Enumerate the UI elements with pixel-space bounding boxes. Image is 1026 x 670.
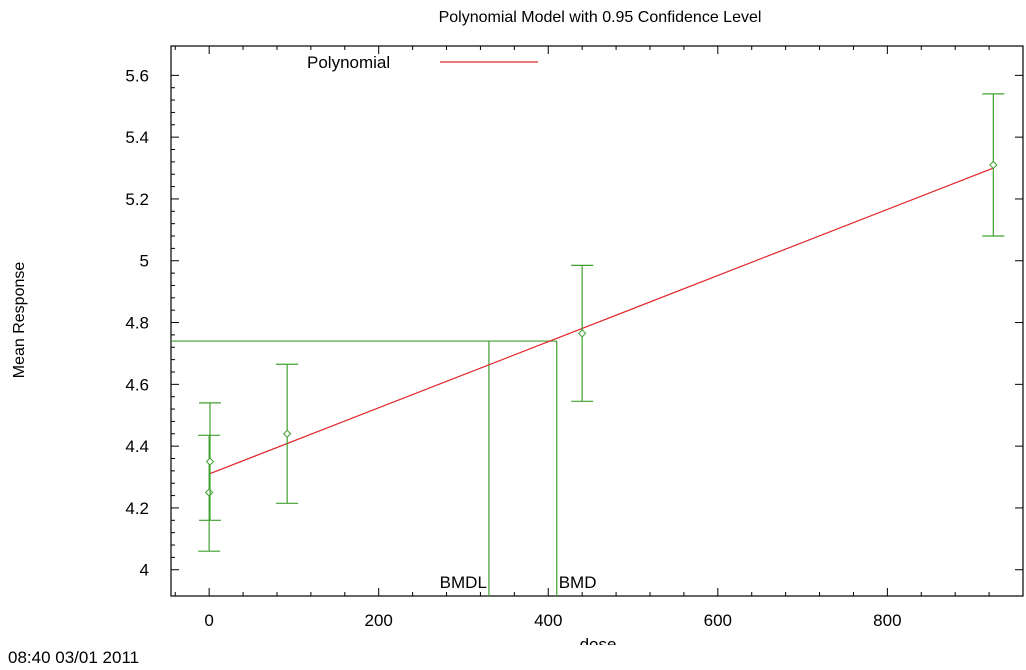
legend-label-polynomial: Polynomial	[307, 53, 390, 72]
x-tick-label: 400	[534, 611, 562, 630]
bmd-label: BMD	[559, 573, 597, 592]
plot-frame	[170, 45, 1024, 597]
x-tick-label: 800	[873, 611, 901, 630]
model-line	[208, 167, 994, 475]
y-tick-label: 5	[140, 252, 149, 271]
x-tick-label: 200	[365, 611, 393, 630]
y-axis-label: Mean Response	[11, 262, 28, 379]
x-tick-label: 600	[704, 611, 732, 630]
data-point	[989, 160, 998, 170]
y-tick-label: 4.2	[125, 499, 149, 518]
data-point	[282, 429, 292, 438]
y-tick-label: 4.4	[125, 437, 149, 456]
x-axis-label: dose	[580, 635, 617, 645]
y-tick-label: 4	[140, 561, 149, 580]
bmdl-label: BMDL	[440, 573, 487, 592]
data-point	[577, 329, 587, 338]
y-tick-label: 5.2	[125, 190, 149, 209]
chart: Polynomial Model with 0.95 Confidence Le…	[11, 9, 1024, 645]
data-point	[204, 488, 214, 497]
y-tick-label: 4.6	[125, 375, 149, 394]
x-tick-label: 0	[204, 611, 213, 630]
y-tick-label: 4.8	[125, 314, 149, 333]
chart-title: Polynomial Model with 0.95 Confidence Le…	[439, 9, 762, 26]
y-tick-label: 5.6	[125, 66, 149, 85]
timestamp: 08:40 03/01 2011	[8, 648, 140, 667]
y-tick-label: 5.4	[125, 128, 149, 147]
data-point	[205, 457, 215, 466]
